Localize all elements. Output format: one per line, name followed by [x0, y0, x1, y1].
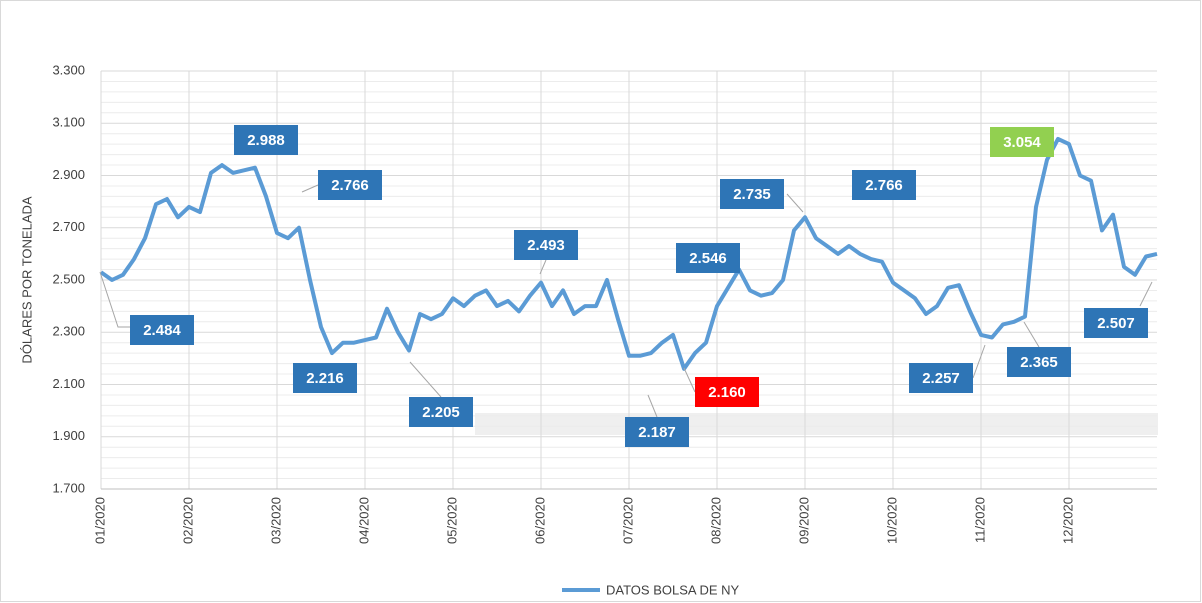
- x-tick-label: 12/2020: [1060, 497, 1075, 544]
- x-tick-label: 04/2020: [356, 497, 371, 544]
- x-tick-label: 08/2020: [708, 497, 723, 544]
- annotation-box: [625, 417, 689, 447]
- annotation-box: [852, 170, 916, 200]
- x-tick-label: 01/2020: [92, 497, 107, 544]
- annotation-box: [318, 170, 382, 200]
- x-tick-label: 05/2020: [444, 497, 459, 544]
- callout-line: [301, 184, 319, 193]
- x-tick-label: 06/2020: [532, 497, 547, 544]
- callout-line: [647, 394, 658, 418]
- x-tick-label: 02/2020: [180, 497, 195, 544]
- y-tick-label: 1.900: [52, 428, 85, 443]
- y-tick-label: 3.300: [52, 62, 85, 77]
- annotation-label: 2.205: [422, 404, 460, 421]
- annotation-label: 2.735: [733, 186, 771, 203]
- annotation-label: 2.187: [638, 424, 676, 441]
- annotation-label: 2.365: [1020, 354, 1058, 371]
- annotation-box: [909, 363, 973, 393]
- y-tick-label: 2.300: [52, 324, 85, 339]
- y-tick-label: 2.700: [52, 219, 85, 234]
- annotation-box: [676, 243, 740, 273]
- annotation-label: 2.493: [527, 237, 565, 254]
- annotation-label: 2.160: [708, 384, 746, 401]
- annotation-label: 2.507: [1097, 315, 1135, 332]
- annotation-label: 2.216: [306, 370, 344, 387]
- annotation-box: [720, 179, 784, 209]
- annotation-label: 2.988: [247, 132, 285, 149]
- y-tick-label: 1.700: [52, 480, 85, 495]
- annotation-box: [293, 363, 357, 393]
- annotation-label: 2.484: [143, 322, 181, 339]
- x-tick-label: 10/2020: [884, 497, 899, 544]
- annotation-box: [990, 127, 1054, 157]
- annotation-box: [695, 377, 759, 407]
- callout-line: [1023, 321, 1040, 348]
- x-tick-label: 03/2020: [268, 497, 283, 544]
- annotation-label: 3.054: [1003, 134, 1041, 151]
- annotation-label: 2.766: [331, 177, 369, 194]
- annotation-box: [409, 397, 473, 427]
- callout-line: [99, 271, 131, 328]
- annotation-box: [1007, 347, 1071, 377]
- legend-label: DATOS BOLSA DE NY: [606, 582, 740, 597]
- annotation-box: [130, 315, 194, 345]
- annotation-box: [514, 230, 578, 260]
- x-tick-label: 09/2020: [796, 497, 811, 544]
- annotation-label: 2.766: [865, 177, 903, 194]
- data-line: [99, 136, 1158, 371]
- annotation-label: 2.257: [922, 370, 960, 387]
- x-tick-label: 07/2020: [620, 497, 635, 544]
- annotation-box: [1084, 308, 1148, 338]
- y-axis-label: DÓLARES POR TONELADA: [19, 196, 34, 363]
- y-tick-label: 2.100: [52, 376, 85, 391]
- callout-line: [409, 361, 442, 398]
- annotation-box: [234, 125, 298, 155]
- y-tick-label: 2.500: [52, 271, 85, 286]
- y-tick-label: 3.100: [52, 115, 85, 130]
- annotation-label: 2.546: [689, 250, 727, 267]
- callout-line: [1139, 281, 1153, 307]
- y-tick-label: 2.900: [52, 167, 85, 182]
- x-tick-label: 11/2020: [972, 497, 987, 543]
- callout-line: [786, 193, 804, 213]
- callout-line: [539, 259, 547, 275]
- callout-line: [972, 344, 986, 379]
- callout-line: [683, 367, 696, 393]
